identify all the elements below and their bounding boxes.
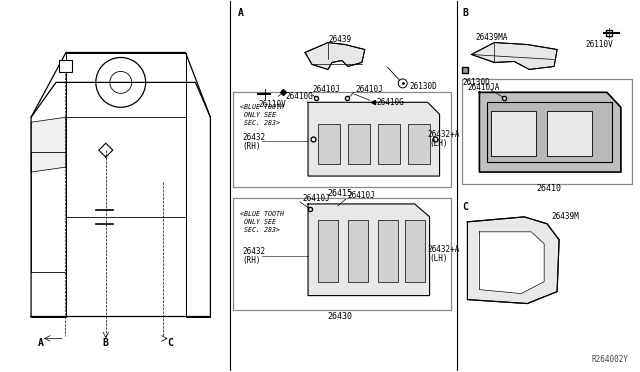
- Text: 26415: 26415: [328, 189, 353, 199]
- Text: 26410J: 26410J: [356, 85, 383, 94]
- Text: 26432+A: 26432+A: [428, 245, 460, 254]
- Text: 26410J: 26410J: [348, 192, 376, 201]
- FancyBboxPatch shape: [463, 79, 632, 184]
- Text: 26130D: 26130D: [463, 78, 490, 87]
- Text: ONLY SEE: ONLY SEE: [240, 219, 276, 225]
- Bar: [348, 124, 370, 164]
- Text: SEC. 283>: SEC. 283>: [240, 120, 280, 126]
- FancyBboxPatch shape: [234, 198, 451, 310]
- Bar: [59, 61, 72, 73]
- Text: 26410G: 26410G: [285, 92, 313, 101]
- Text: (LH): (LH): [429, 254, 448, 263]
- Text: 26432: 26432: [243, 133, 266, 142]
- Text: 26432: 26432: [243, 247, 266, 256]
- Bar: [318, 124, 340, 164]
- Text: (RH): (RH): [243, 256, 260, 265]
- Text: 26410J: 26410J: [302, 195, 330, 203]
- Bar: [488, 102, 612, 162]
- Text: ONLY SEE: ONLY SEE: [240, 112, 276, 118]
- Text: B: B: [463, 8, 468, 17]
- Bar: [378, 124, 400, 164]
- Text: C: C: [463, 202, 468, 212]
- Text: A: A: [238, 8, 244, 17]
- Polygon shape: [31, 117, 66, 172]
- Text: (LH): (LH): [429, 139, 448, 148]
- Polygon shape: [305, 42, 365, 70]
- Polygon shape: [479, 232, 544, 294]
- Text: 26410G: 26410G: [377, 98, 404, 107]
- Polygon shape: [308, 204, 429, 296]
- Bar: [492, 111, 536, 156]
- Text: C: C: [168, 339, 173, 349]
- Bar: [348, 220, 368, 282]
- Bar: [404, 220, 424, 282]
- Text: 26130D: 26130D: [410, 82, 437, 91]
- Polygon shape: [308, 102, 440, 176]
- Text: (RH): (RH): [243, 142, 260, 151]
- Bar: [408, 124, 429, 164]
- Text: 26110V: 26110V: [258, 100, 286, 109]
- Text: 26432+A: 26432+A: [428, 130, 460, 139]
- Text: 26430: 26430: [328, 312, 353, 321]
- Polygon shape: [479, 92, 621, 172]
- Polygon shape: [472, 42, 557, 70]
- Text: 26110V: 26110V: [585, 40, 613, 49]
- Text: 26410: 26410: [537, 185, 562, 193]
- Polygon shape: [467, 217, 559, 304]
- Text: R264002Y: R264002Y: [592, 355, 629, 364]
- Text: SEC. 283>: SEC. 283>: [240, 227, 280, 233]
- Text: 26439M: 26439M: [551, 212, 579, 221]
- Text: 26410J: 26410J: [312, 85, 340, 94]
- Text: <BLUE TOOTH: <BLUE TOOTH: [240, 211, 284, 217]
- Bar: [378, 220, 397, 282]
- Text: <BLUE TOOTH: <BLUE TOOTH: [240, 104, 284, 110]
- Text: 26410JA: 26410JA: [467, 83, 500, 92]
- Text: A: A: [38, 339, 44, 349]
- Text: 26439: 26439: [328, 35, 351, 44]
- Bar: [318, 220, 338, 282]
- Bar: [547, 111, 592, 156]
- Text: 26439MA: 26439MA: [476, 33, 508, 42]
- FancyBboxPatch shape: [234, 92, 451, 187]
- Text: B: B: [103, 339, 109, 349]
